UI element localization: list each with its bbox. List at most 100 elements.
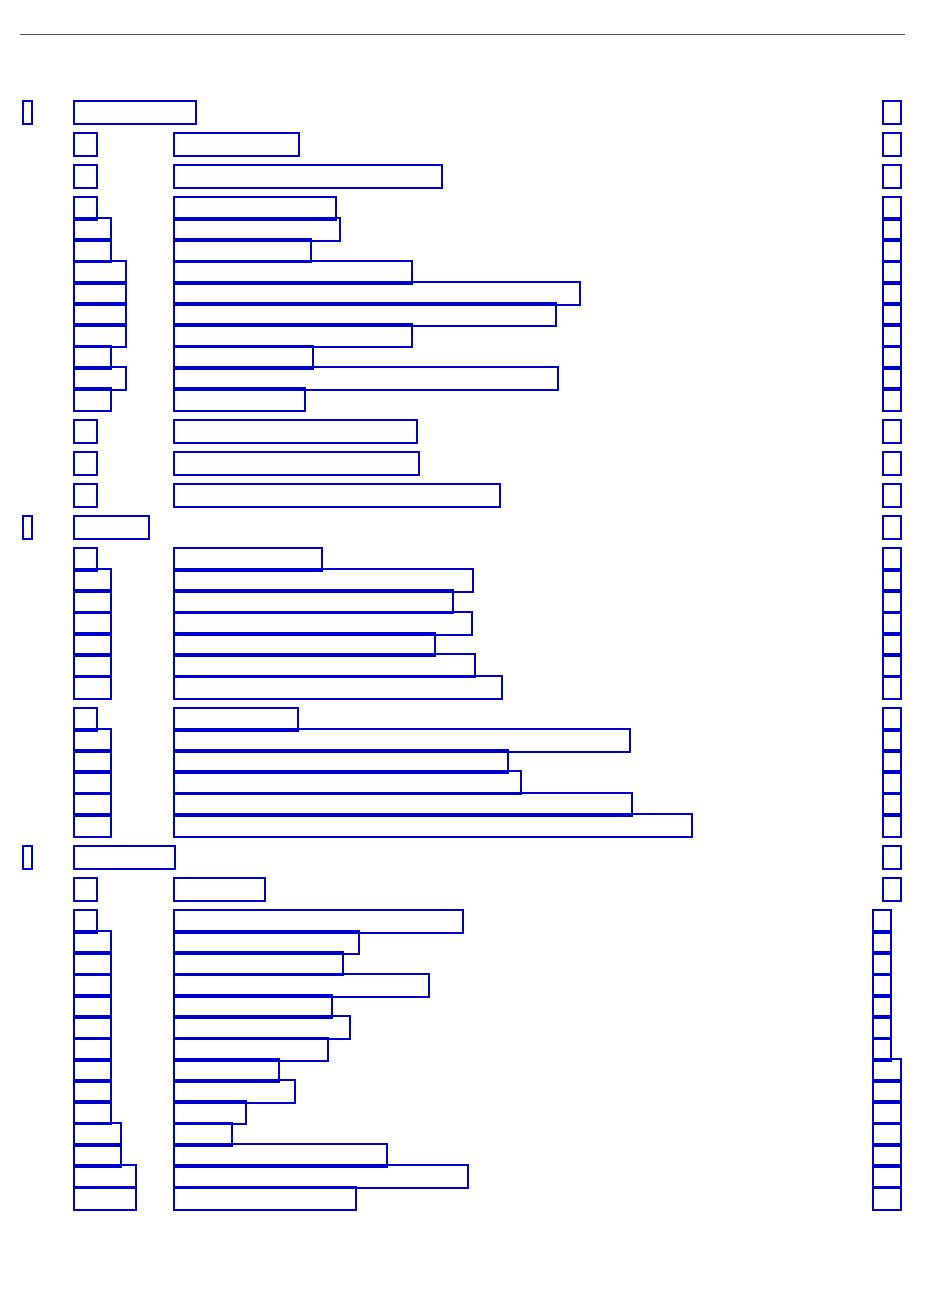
entry-title-box bbox=[173, 653, 476, 678]
page-number-box bbox=[882, 632, 902, 657]
page-number-box bbox=[872, 1058, 902, 1083]
section-marker-box bbox=[22, 845, 33, 870]
entry-number-box bbox=[73, 749, 112, 774]
page-number-box bbox=[872, 909, 892, 934]
entry-number-box bbox=[73, 1058, 112, 1083]
entry-number-box bbox=[73, 323, 127, 348]
section-title-box bbox=[73, 100, 197, 125]
entry-number-box bbox=[73, 238, 112, 263]
entry-number-box bbox=[73, 217, 112, 242]
page-number-box bbox=[882, 568, 902, 593]
entry-title-box bbox=[173, 366, 559, 391]
entry-number-box bbox=[73, 302, 127, 327]
entry-title-box bbox=[173, 909, 464, 934]
page-number-box bbox=[882, 589, 902, 614]
entry-number-box bbox=[73, 1143, 122, 1168]
page-number-box bbox=[882, 845, 902, 870]
entry-number-box bbox=[73, 1164, 137, 1189]
entry-number-box bbox=[73, 366, 127, 391]
section-title-box bbox=[73, 845, 176, 870]
entry-number-box bbox=[73, 387, 112, 412]
entry-title-box bbox=[173, 238, 312, 263]
entry-title-box bbox=[173, 994, 333, 1019]
page-number-box bbox=[882, 770, 902, 795]
entry-title-box bbox=[173, 345, 314, 370]
page-number-box bbox=[882, 387, 902, 412]
entry-title-box bbox=[173, 483, 501, 508]
page-number-box bbox=[882, 281, 902, 306]
entry-title-box bbox=[173, 1058, 280, 1083]
page-number-box bbox=[872, 1122, 902, 1147]
entry-number-box bbox=[73, 813, 112, 838]
entry-number-box bbox=[73, 547, 98, 572]
entry-title-box bbox=[173, 164, 443, 189]
entry-number-box bbox=[73, 611, 112, 636]
page-number-box bbox=[872, 1079, 902, 1104]
page-number-box bbox=[872, 1164, 902, 1189]
entry-number-box bbox=[73, 792, 112, 817]
page-number-box bbox=[882, 877, 902, 902]
entry-number-box bbox=[73, 260, 127, 285]
entry-number-box bbox=[73, 707, 98, 732]
page-number-box bbox=[872, 973, 892, 998]
entry-title-box bbox=[173, 749, 509, 774]
entry-number-box bbox=[73, 345, 112, 370]
entry-number-box bbox=[73, 770, 112, 795]
entry-title-box bbox=[173, 451, 420, 476]
page-number-box bbox=[882, 217, 902, 242]
entry-number-box bbox=[73, 1122, 122, 1147]
entry-title-box bbox=[173, 792, 633, 817]
page-number-box bbox=[882, 483, 902, 508]
entry-number-box bbox=[73, 877, 98, 902]
entry-title-box bbox=[173, 1122, 233, 1147]
page-number-box bbox=[872, 1100, 902, 1125]
entry-title-box bbox=[173, 951, 344, 976]
entry-title-box bbox=[173, 217, 341, 242]
entry-title-box bbox=[173, 196, 337, 221]
entry-title-box bbox=[173, 728, 631, 753]
page-number-box bbox=[882, 302, 902, 327]
page-number-box bbox=[882, 345, 902, 370]
entry-number-box bbox=[73, 728, 112, 753]
entry-title-box bbox=[173, 675, 503, 700]
entry-number-box bbox=[73, 483, 98, 508]
page-number-box bbox=[872, 930, 892, 955]
entry-number-box bbox=[73, 1186, 137, 1211]
page-number-box bbox=[882, 653, 902, 678]
entry-title-box bbox=[173, 1079, 296, 1104]
page-number-box bbox=[872, 994, 892, 1019]
header-rule bbox=[20, 34, 905, 35]
entry-title-box bbox=[173, 387, 306, 412]
page-number-box bbox=[882, 515, 902, 540]
page-number-box bbox=[882, 132, 902, 157]
page-number-box bbox=[882, 451, 902, 476]
entry-number-box bbox=[73, 675, 112, 700]
page-number-box bbox=[882, 675, 902, 700]
page-number-box bbox=[872, 1143, 902, 1168]
page-number-box bbox=[882, 749, 902, 774]
entry-number-box bbox=[73, 1037, 112, 1062]
page-number-box bbox=[882, 813, 902, 838]
entry-number-box bbox=[73, 1079, 112, 1104]
page-number-box bbox=[872, 1015, 892, 1040]
page-number-box bbox=[872, 1037, 892, 1062]
entry-title-box bbox=[173, 281, 581, 306]
entry-number-box bbox=[73, 419, 98, 444]
entry-number-box bbox=[73, 589, 112, 614]
entry-title-box bbox=[173, 302, 557, 327]
entry-number-box bbox=[73, 196, 98, 221]
page-number-box bbox=[882, 196, 902, 221]
entry-title-box bbox=[173, 260, 413, 285]
entry-number-box bbox=[73, 930, 112, 955]
section-marker-box bbox=[22, 515, 33, 540]
entry-number-box bbox=[73, 451, 98, 476]
entry-title-box bbox=[173, 770, 522, 795]
entry-title-box bbox=[173, 1100, 247, 1125]
entry-title-box bbox=[173, 1143, 388, 1168]
entry-title-box bbox=[173, 1164, 469, 1189]
page-number-box bbox=[882, 792, 902, 817]
entry-title-box bbox=[173, 707, 299, 732]
entry-number-box bbox=[73, 653, 112, 678]
entry-title-box bbox=[173, 877, 266, 902]
